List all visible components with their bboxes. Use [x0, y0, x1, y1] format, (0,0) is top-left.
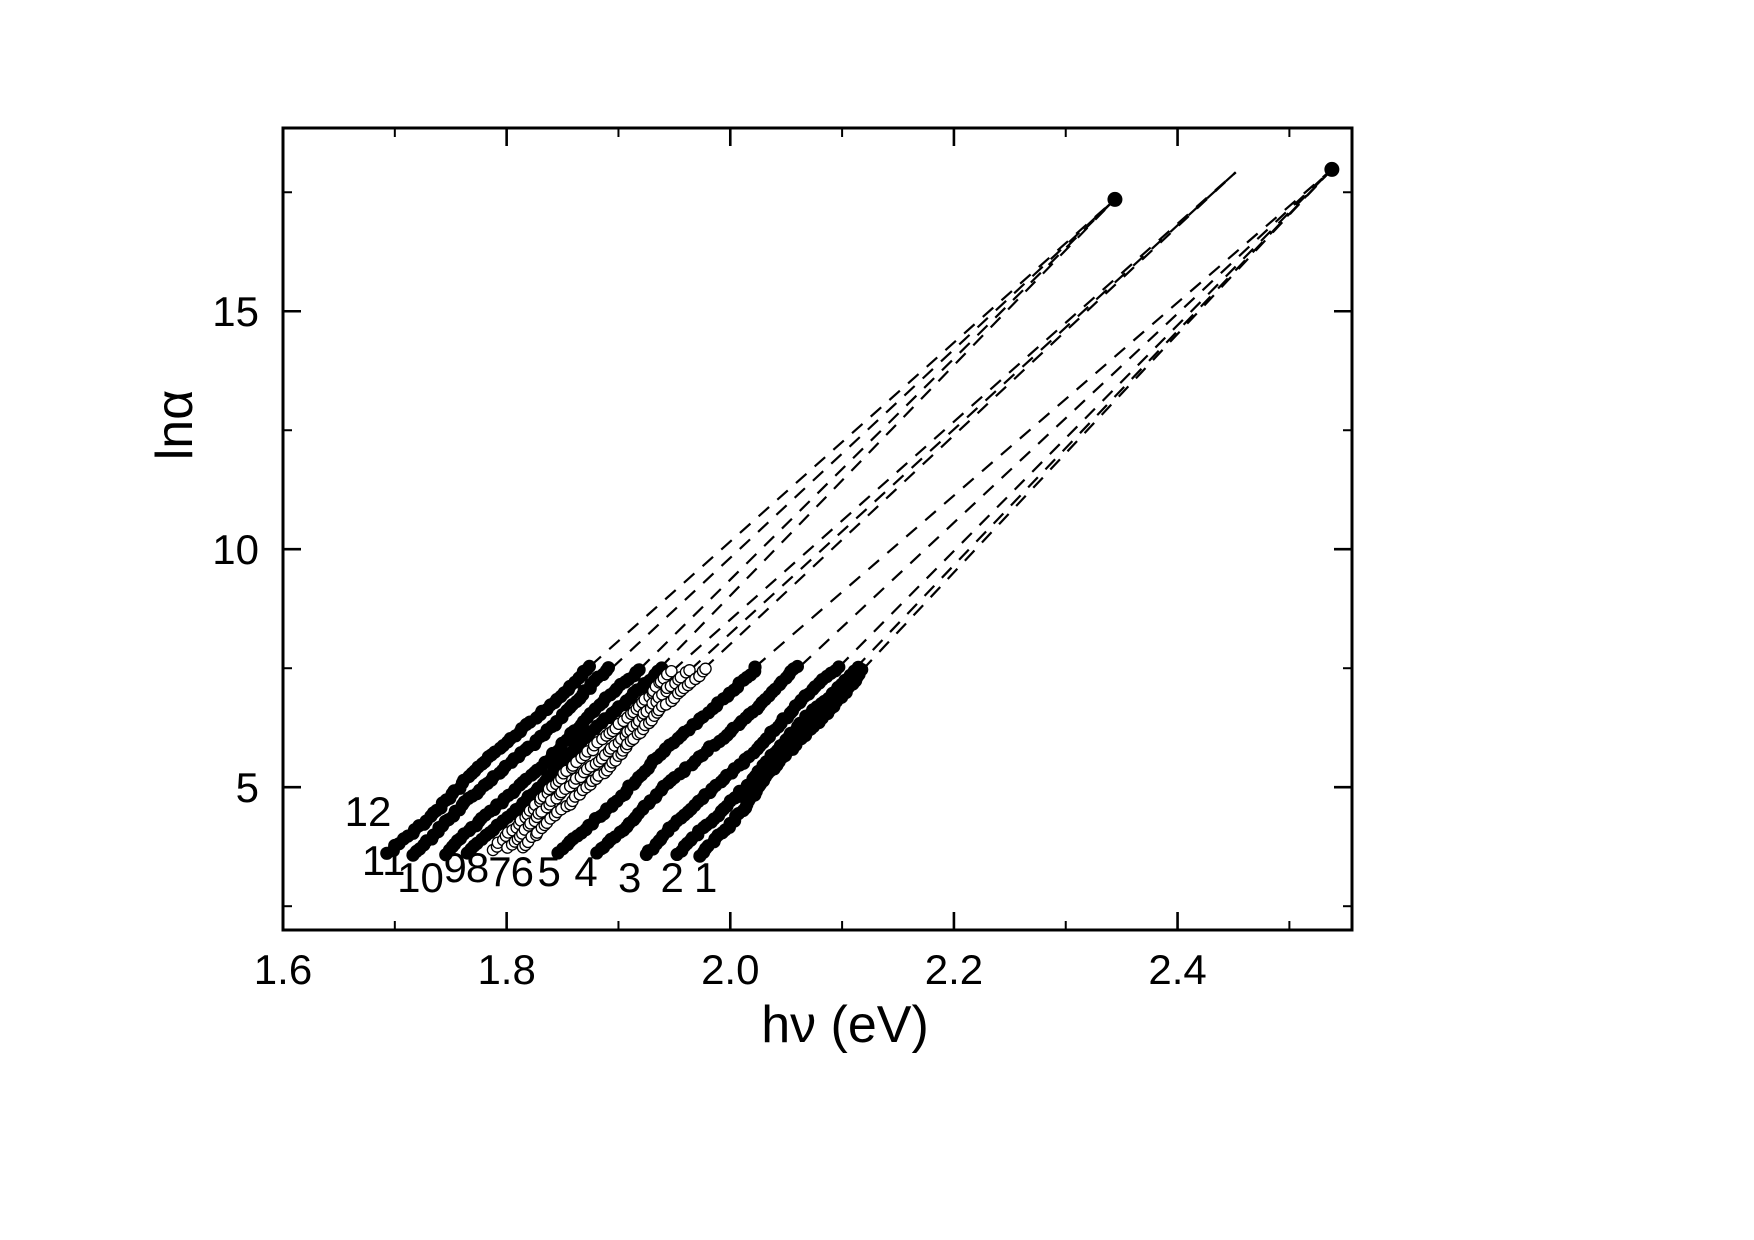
curve-label-11: 11: [362, 837, 406, 884]
extrapolation-line-3: [837, 168, 1333, 669]
series-12: [380, 198, 1116, 860]
series-layer: [380, 161, 1340, 863]
series-4: [590, 168, 1333, 860]
curve-label-1: 1: [694, 854, 717, 901]
plot-frame: [281, 126, 1354, 932]
extrapolation-line-4: [799, 168, 1333, 667]
focus-dot-0: [1107, 191, 1123, 207]
curve-label-5: 5: [537, 848, 560, 895]
y-axis-label: lnα: [146, 390, 204, 461]
series-5: [551, 168, 1333, 860]
data-point: [582, 659, 597, 674]
data-point-open: [699, 662, 712, 676]
data-point-open: [665, 664, 678, 678]
extrapolation-line-1: [861, 168, 1333, 671]
curve-label-3: 3: [618, 854, 641, 901]
y-tick-label: 10: [212, 526, 259, 573]
series-3-points: [639, 660, 846, 862]
curve-label-10: 10: [397, 854, 444, 901]
curve-label-2: 2: [660, 854, 683, 901]
extrapolation-line-7: [689, 171, 1237, 671]
series-3: [639, 168, 1333, 862]
curve-label-6: 6: [511, 848, 534, 895]
series-10: [439, 198, 1116, 862]
extrapolation-line-8: [671, 171, 1237, 672]
data-point: [832, 660, 846, 674]
extrapolation-line-10: [638, 198, 1116, 670]
series-1: [693, 168, 1333, 863]
focus-dot-2: [1324, 161, 1340, 177]
data-point-open: [683, 664, 696, 677]
series-5-points: [551, 660, 762, 860]
extrapolation-line-6: [702, 171, 1237, 670]
curve-label-8: 8: [466, 844, 489, 891]
data-point: [748, 660, 762, 674]
extrapolation-line-5: [754, 168, 1333, 669]
x-tick-label: 1.6: [254, 946, 312, 993]
data-point: [855, 663, 869, 677]
curve-label-7: 7: [488, 848, 511, 895]
extrapolation-line-9: [659, 198, 1116, 669]
series-6: [516, 171, 1237, 854]
series-6-points: [516, 662, 712, 854]
x-tick-label: 2.2: [925, 946, 983, 993]
extrapolation-line-11: [611, 198, 1116, 670]
curve-label-4: 4: [574, 848, 597, 895]
curve-label-12: 12: [345, 788, 392, 835]
series-12-points: [380, 659, 597, 860]
x-tick-label: 2.0: [701, 946, 759, 993]
series-11: [406, 198, 1116, 862]
data-point: [790, 659, 805, 674]
x-tick-label: 2.4: [1148, 946, 1206, 993]
extrapolation-line-12: [589, 198, 1116, 667]
series-1-points: [693, 663, 869, 863]
series-4-points: [590, 659, 805, 860]
data-point: [632, 663, 646, 677]
y-tick-label: 15: [212, 288, 259, 335]
data-point: [601, 661, 616, 675]
series-11-points: [406, 661, 616, 862]
x-axis-label: hν (eV): [761, 996, 929, 1054]
y-tick-label: 5: [236, 764, 259, 811]
curve-label-9: 9: [444, 844, 467, 891]
x-tick-label: 1.8: [477, 946, 535, 993]
series-2: [670, 168, 1333, 862]
